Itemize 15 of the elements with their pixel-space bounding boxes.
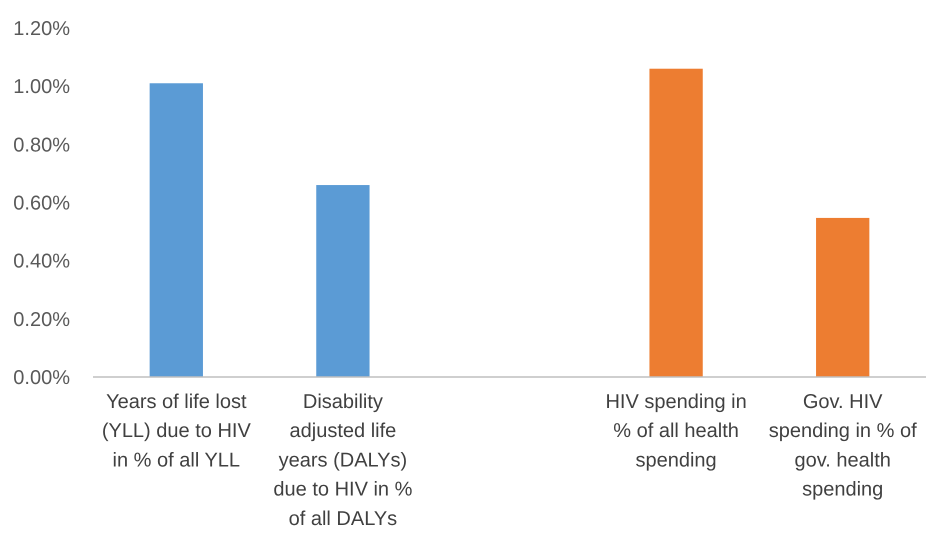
bar [816, 218, 870, 377]
x-tick-label: HIV spending in % of all health spending [606, 391, 747, 472]
y-tick-label: 0.60% [13, 192, 70, 214]
y-tick-label: 0.00% [13, 367, 70, 389]
y-tick-label: 1.00% [13, 76, 70, 98]
x-tick-label: Years of life lost (YLL) due to HIV in % of all YLL [102, 391, 252, 472]
y-tick-label: 1.20% [13, 18, 70, 40]
bar [649, 68, 703, 377]
y-tick-label: 0.80% [13, 134, 70, 156]
x-tick-label: Gov. HIV spending in % of gov. health spending [768, 391, 918, 501]
bar [316, 185, 370, 377]
y-tick-label: 0.40% [13, 250, 70, 273]
y-tick-label: 0.20% [13, 308, 70, 331]
x-tick-label: Disability adjusted life years (DALYs) due to HIV in % of all DALYs [273, 391, 413, 530]
bar [150, 83, 203, 377]
